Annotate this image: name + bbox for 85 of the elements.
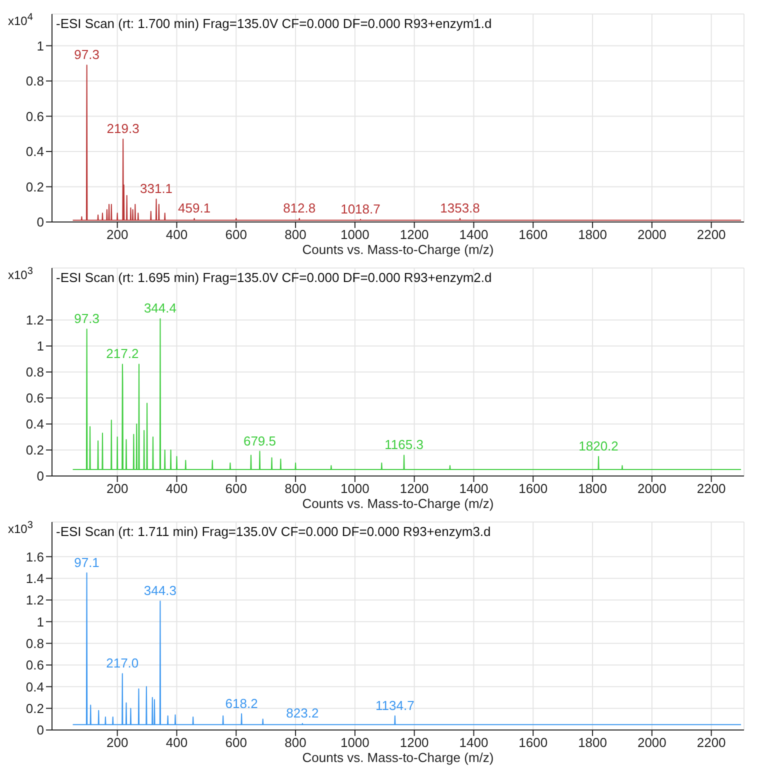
x-tick-label: 1000 <box>340 481 370 496</box>
annotation: 344.4 <box>144 300 176 316</box>
x-tick-label: 1200 <box>400 227 429 242</box>
x-tick-label: 2200 <box>696 735 726 750</box>
x-tick-label: 600 <box>225 481 247 496</box>
annotation: 812.8 <box>283 200 316 216</box>
x-tick-label: 1000 <box>340 735 370 750</box>
y-tick-label: 1.2 <box>26 312 44 328</box>
chart-title: -ESI Scan (rt: 1.700 min) Frag=135.0V CF=0.000 DF=0.000 R93+enzym1.d <box>56 16 492 31</box>
y-axis-title: x10$^{3}$ <box>8 266 33 282</box>
annotation: 1353.8 <box>440 200 480 216</box>
y-tick-label: 0.8 <box>26 364 44 380</box>
x-axis-title: Counts vs. Mass-to-Charge (m/z) <box>302 496 494 511</box>
y-tick-label: 0.2 <box>26 442 44 458</box>
annotation: 344.3 <box>144 583 176 598</box>
x-tick-label: 600 <box>225 227 247 242</box>
y-tick-label: 0 <box>36 214 44 230</box>
y-axis-title: x10$^{3}$ <box>8 520 33 536</box>
x-tick-label: 1000 <box>340 227 370 242</box>
chart-title: -ESI Scan (rt: 1.695 min) Frag=135.0V CF=0.000 DF=0.000 R93+enzym2.d <box>56 270 492 285</box>
line-series <box>72 64 742 221</box>
annotation: 97.1 <box>74 554 100 570</box>
x-tick-label: 800 <box>284 735 306 750</box>
y-tick-label: 0.2 <box>26 700 44 716</box>
annotation: 1018.7 <box>340 201 380 216</box>
x-tick-label: 1400 <box>459 481 488 496</box>
annotation: 97.3 <box>74 311 100 326</box>
x-axis-title: Counts vs. Mass-to-Charge (m/z) <box>302 242 494 257</box>
y-axis-title: x10$^{4}$ <box>8 12 33 28</box>
annotation: 618.2 <box>225 696 258 711</box>
y-tick-label: 0.4 <box>26 416 44 432</box>
y-tick-label: 0.8 <box>26 74 44 89</box>
x-tick-label: 1600 <box>518 481 548 496</box>
annotation: 679.5 <box>243 433 276 448</box>
x-tick-label: 1800 <box>578 227 607 242</box>
line-series <box>72 572 742 726</box>
x-tick-label: 2200 <box>696 227 726 242</box>
annotation: 219.3 <box>106 121 140 136</box>
y-tick-label: 1 <box>36 338 44 354</box>
x-tick-label: 1200 <box>400 481 429 496</box>
x-tick-label: 800 <box>284 227 306 242</box>
x-tick-label: 400 <box>166 735 188 750</box>
annotation: 1165.3 <box>384 437 424 452</box>
x-tick-label: 200 <box>106 227 128 242</box>
x-tick-label: 1400 <box>459 735 488 750</box>
x-tick-label: 200 <box>106 481 128 496</box>
annotation: 97.3 <box>74 47 100 62</box>
x-tick-label: 1400 <box>459 227 488 242</box>
x-tick-label: 1200 <box>400 735 429 750</box>
x-tick-label: 400 <box>166 481 188 496</box>
y-tick-label: 0 <box>36 468 44 484</box>
x-tick-label: 1800 <box>578 735 607 750</box>
y-tick-label: 0.4 <box>26 679 44 694</box>
y-tick-label: 1 <box>36 614 44 630</box>
annotation: 823.2 <box>286 706 319 720</box>
x-tick-label: 200 <box>106 735 128 750</box>
x-tick-label: 2200 <box>696 481 726 496</box>
annotation: 1134.7 <box>376 698 414 713</box>
x-tick-label: 2000 <box>637 227 666 242</box>
y-tick-label: 0.6 <box>26 390 44 406</box>
annotation: 1820.2 <box>578 438 618 454</box>
y-tick-label: 0.4 <box>26 144 44 160</box>
x-axis-title: Counts vs. Mass-to-Charge (m/z) <box>302 750 494 765</box>
y-tick-label: 1.6 <box>26 549 44 564</box>
y-tick-label: 0.8 <box>26 636 44 651</box>
annotation: 217.2 <box>106 346 139 362</box>
y-tick-label: 0.6 <box>26 658 44 673</box>
chart-title: -ESI Scan (rt: 1.711 min) Frag=135.0V CF=0.000 DF=0.000 R93+enzym3.d <box>56 524 491 539</box>
x-tick-label: 2000 <box>637 735 666 750</box>
x-tick-label: 1800 <box>578 481 607 496</box>
y-tick-label: 0 <box>36 722 44 738</box>
annotation: 217.0 <box>106 656 139 671</box>
x-tick-label: 800 <box>284 481 306 496</box>
annotation: 459.1 <box>178 200 211 216</box>
annotation: 331.1 <box>140 181 173 196</box>
y-tick-label: 1.4 <box>26 570 44 586</box>
y-tick-label: 1.2 <box>26 592 44 608</box>
y-tick-label: 0.6 <box>26 108 44 124</box>
x-tick-label: 1600 <box>518 735 548 750</box>
x-tick-label: 600 <box>225 735 247 750</box>
x-tick-label: 400 <box>166 227 188 242</box>
y-tick-label: 0.2 <box>26 179 44 194</box>
x-tick-label: 2000 <box>637 481 666 496</box>
y-tick-label: 1 <box>36 38 44 54</box>
x-tick-label: 1600 <box>518 227 548 242</box>
